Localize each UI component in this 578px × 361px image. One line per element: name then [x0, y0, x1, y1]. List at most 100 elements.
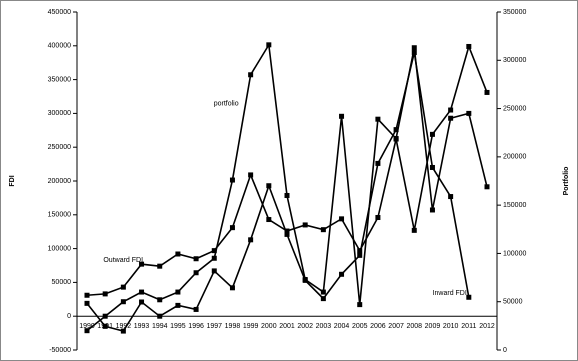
y-tick-label: 250000: [48, 144, 71, 151]
data-point: [120, 328, 126, 334]
x-tick-label: 2001: [279, 323, 295, 330]
y-axis-title: FDI: [9, 175, 16, 186]
data-point: [339, 113, 345, 119]
data-point: [120, 284, 126, 290]
x-tick-label: 2003: [316, 323, 332, 330]
x-tick-label: 2009: [425, 323, 441, 330]
data-point: [411, 45, 417, 51]
data-point: [175, 251, 181, 257]
data-point: [339, 271, 345, 277]
data-point: [102, 323, 108, 329]
data-point: [320, 296, 326, 302]
x-tick-label: 2005: [352, 323, 368, 330]
data-point: [175, 302, 181, 308]
data-point: [139, 261, 145, 267]
y-tick-label: 200000: [48, 178, 71, 185]
y2-tick-label: 50000: [503, 299, 523, 306]
x-tick-label: 1997: [206, 323, 222, 330]
x-tick-label: 1994: [152, 323, 168, 330]
y2-tick-label: 0: [503, 347, 507, 354]
x-tick-label: 2010: [443, 323, 459, 330]
data-point: [157, 313, 163, 319]
data-point: [193, 306, 199, 312]
data-point: [375, 215, 381, 221]
y2-tick-label: 300000: [503, 57, 526, 64]
x-tick-label: 1992: [116, 323, 132, 330]
x-tick-label: 2006: [370, 323, 386, 330]
data-point: [229, 285, 235, 291]
y-tick-label: 0: [67, 313, 71, 320]
data-point: [429, 131, 435, 137]
x-tick-label: 1999: [243, 323, 259, 330]
y-tick-label: 450000: [48, 9, 71, 16]
data-point: [484, 89, 490, 95]
data-point: [211, 268, 217, 274]
y2-tick-label: 350000: [503, 9, 526, 16]
data-point: [429, 207, 435, 213]
data-point: [357, 248, 363, 254]
data-point: [466, 110, 472, 116]
data-point: [484, 184, 490, 190]
data-point: [175, 289, 181, 295]
data-point: [284, 231, 290, 237]
x-tick-label: 1990: [79, 323, 95, 330]
data-point: [375, 160, 381, 166]
y-tick-label: 300000: [48, 110, 71, 117]
series-label: Outward FDI: [103, 257, 143, 264]
data-point: [393, 127, 399, 133]
data-point: [139, 299, 145, 305]
data-point: [339, 216, 345, 222]
data-point: [120, 299, 126, 305]
x-tick-label: 1998: [225, 323, 241, 330]
data-point: [193, 256, 199, 262]
y-tick-label: 150000: [48, 212, 71, 219]
data-point: [157, 263, 163, 269]
data-point: [302, 222, 308, 228]
y2-axis-title: Portfolio: [563, 167, 570, 196]
y2-tick-label: 250000: [503, 105, 526, 112]
data-point: [466, 294, 472, 300]
x-tick-label: 1996: [188, 323, 204, 330]
y-tick-label: 100000: [48, 245, 71, 252]
series-label: portfolio: [214, 101, 239, 108]
data-point: [448, 115, 454, 121]
data-point: [102, 291, 108, 297]
data-point: [375, 116, 381, 122]
data-point: [266, 217, 272, 223]
x-tick-label: 2012: [479, 323, 495, 330]
data-point: [266, 183, 272, 189]
data-point: [429, 164, 435, 170]
x-tick-label: 2007: [388, 323, 404, 330]
series-label: Inward FDI: [433, 290, 467, 297]
data-point: [211, 255, 217, 261]
data-point: [84, 300, 90, 306]
data-point: [284, 228, 290, 234]
y-tick-label: -50000: [49, 347, 71, 354]
data-point: [102, 313, 108, 319]
data-point: [211, 248, 217, 254]
y2-tick-label: 150000: [503, 202, 526, 209]
data-point: [248, 72, 254, 78]
x-tick-label: 2002: [297, 323, 313, 330]
data-point: [466, 43, 472, 49]
data-point: [411, 227, 417, 233]
data-point: [84, 292, 90, 298]
data-point: [357, 302, 363, 308]
data-point: [448, 194, 454, 200]
y-tick-label: 350000: [48, 76, 71, 83]
x-tick-label: 1993: [134, 323, 150, 330]
data-point: [357, 252, 363, 258]
data-point: [157, 297, 163, 303]
x-tick-label: 2004: [334, 323, 350, 330]
data-point: [193, 270, 199, 276]
y2-tick-label: 100000: [503, 250, 526, 257]
data-point: [139, 289, 145, 295]
data-point: [284, 192, 290, 198]
data-point: [393, 136, 399, 142]
data-point: [248, 237, 254, 243]
y2-tick-label: 200000: [503, 154, 526, 161]
data-point: [248, 172, 254, 178]
y-tick-label: 400000: [48, 43, 71, 50]
